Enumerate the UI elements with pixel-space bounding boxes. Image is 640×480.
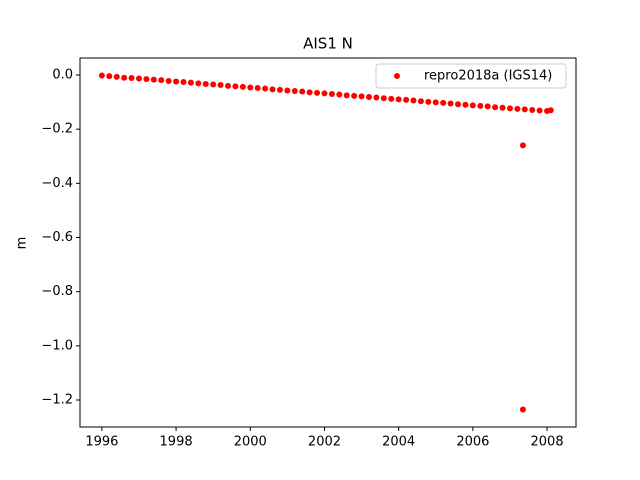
data-point [514,105,521,112]
data-point [351,92,358,99]
data-point [158,77,165,84]
data-point [269,86,276,93]
data-point [210,81,217,88]
y-tick-label: 0.0 [52,68,73,83]
data-point [547,107,554,114]
data-point [187,79,194,86]
data-point [469,102,476,109]
data-point [254,85,261,92]
y-tick-label: −0.2 [41,122,73,137]
data-point [373,94,380,101]
data-point [365,93,372,100]
legend-box [375,63,567,89]
data-point [284,87,291,94]
data-point [217,82,224,89]
data-point [299,88,306,95]
data-point [180,79,187,86]
data-point [477,102,484,109]
data-point [135,75,142,82]
data-point [425,98,432,105]
x-tick-label: 2002 [308,435,341,450]
data-point [225,82,232,89]
data-point [173,78,180,85]
data-point [336,91,343,98]
data-point [106,73,113,80]
data-point [417,98,424,105]
data-point [195,80,202,87]
x-tick-label: 1998 [160,435,193,450]
data-point [306,89,313,96]
data-point [143,76,150,83]
data-point [403,96,410,103]
y-tick-label: −0.8 [41,284,73,299]
data-point [128,74,135,81]
data-point [98,72,105,79]
data-point [521,106,528,113]
data-point [519,406,526,413]
data-point [165,77,172,84]
data-point [492,104,499,111]
data-point [395,96,402,103]
plot-frame [79,57,577,428]
data-point [447,100,454,107]
y-tick-label: −0.6 [41,230,73,245]
data-point [232,83,239,90]
data-point [239,83,246,90]
data-point [388,95,395,102]
data-point [484,103,491,110]
y-tick-label: −1.0 [41,338,73,353]
data-point [432,99,439,106]
x-tick-label: 2004 [382,435,415,450]
data-point [410,97,417,104]
data-point [343,92,350,99]
y-axis-label: m [15,237,30,250]
y-tick-label: −0.4 [41,176,73,191]
legend-marker [394,73,400,79]
data-point [314,89,321,96]
data-point [113,73,120,80]
x-tick-label: 2000 [234,435,267,450]
data-point [202,80,209,87]
data-point [462,101,469,108]
data-point [499,104,506,111]
data-point [358,93,365,100]
data-point [276,86,283,93]
chart-title: AIS1 N [303,35,353,53]
data-point [121,74,128,81]
data-point [150,76,157,83]
data-point [519,142,526,149]
data-point [506,105,513,112]
data-point [440,99,447,106]
x-tick-label: 2006 [456,435,489,450]
y-tick-label: −1.2 [41,392,73,407]
data-point [529,106,536,113]
data-point [262,85,269,92]
legend-label: repro2018a (IGS14) [424,69,552,84]
data-point [455,101,462,108]
data-point [380,95,387,102]
data-point [321,90,328,97]
x-tick-label: 1996 [85,435,118,450]
data-point [328,90,335,97]
data-point [247,84,254,91]
x-tick-label: 2008 [531,435,564,450]
data-point [291,87,298,94]
data-point [536,107,543,114]
